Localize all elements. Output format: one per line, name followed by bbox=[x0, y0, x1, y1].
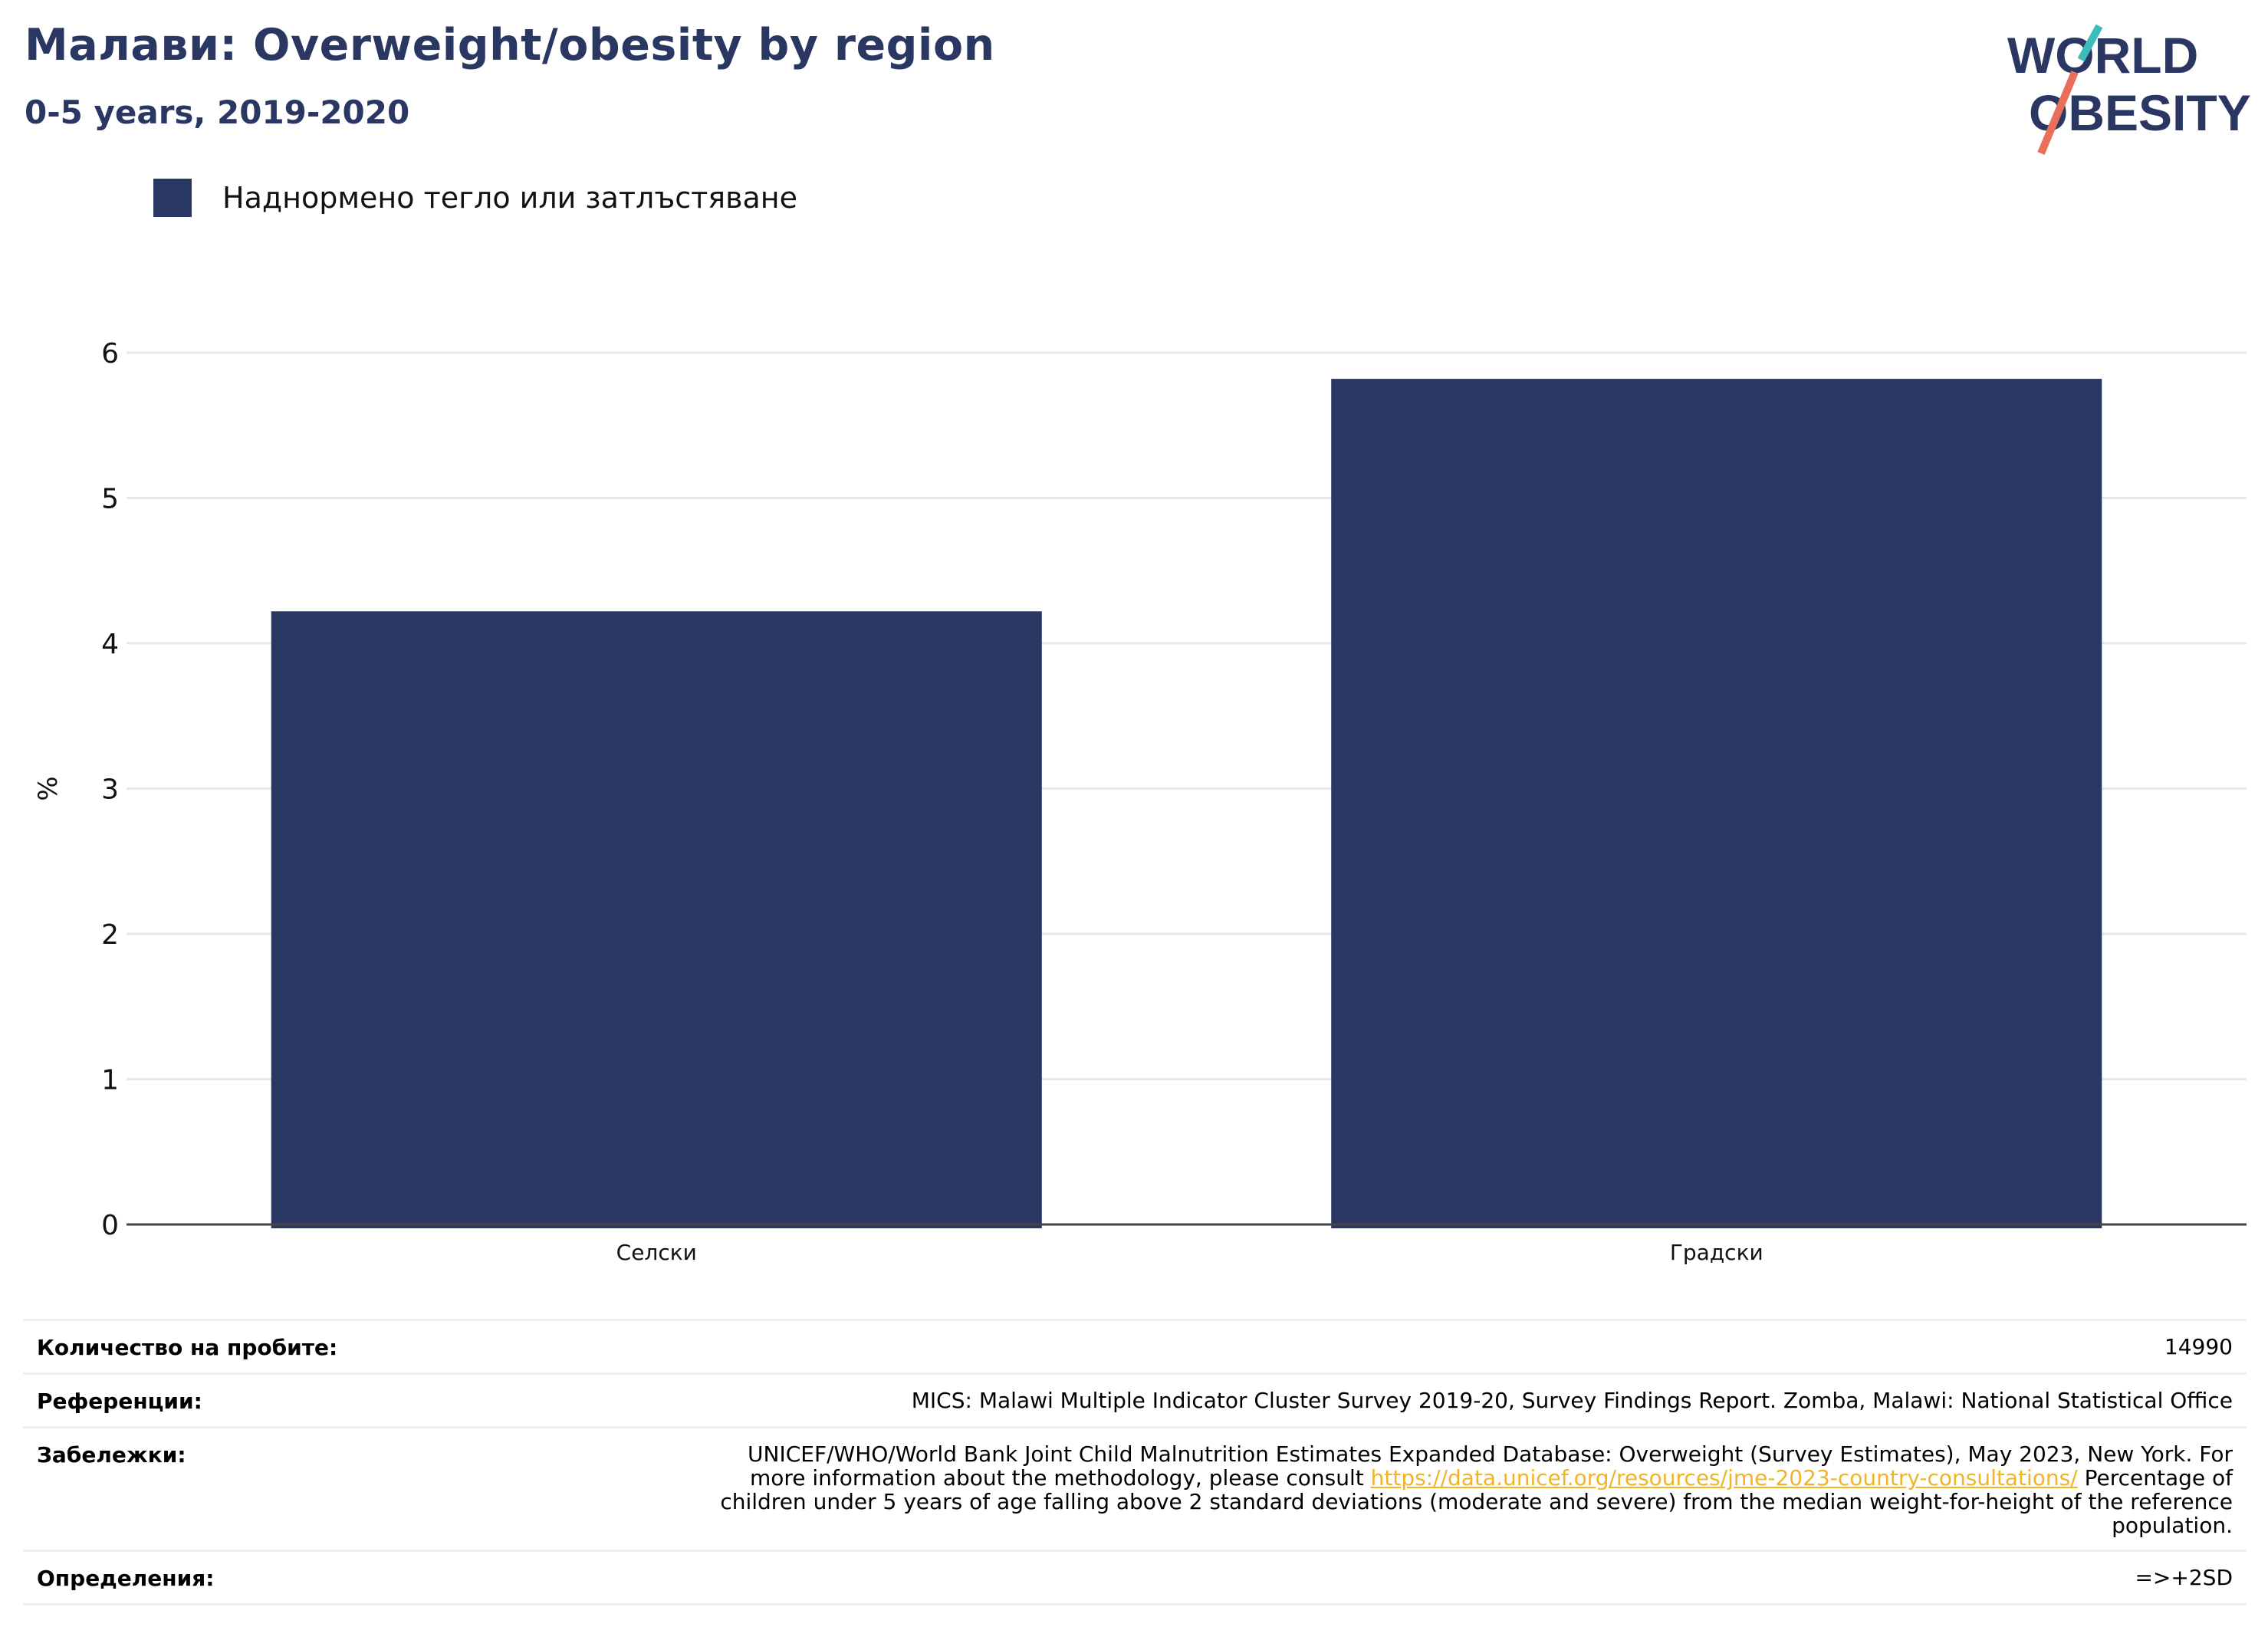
logo-line1: WORLD bbox=[2007, 27, 2198, 84]
chart-legend: Наднормено тегло или затлъстяване bbox=[153, 179, 797, 217]
references-value: MICS: Malawi Multiple Indicator Cluster … bbox=[911, 1388, 2233, 1413]
sample-size-label: Количество на пробите: bbox=[37, 1335, 338, 1360]
x-tick-labels: Селски Градски bbox=[616, 1240, 1763, 1265]
info-row-notes: Забележки: UNICEF/WHO/World Bank Joint C… bbox=[23, 1427, 2247, 1551]
definitions-label: Определения: bbox=[37, 1566, 215, 1591]
notes-line1: UNICEF/WHO/World Bank Joint Child Malnut… bbox=[748, 1441, 2233, 1467]
y-tick-label: 2 bbox=[101, 919, 119, 951]
chart-subtitle: 0-5 years, 2019-2020 bbox=[25, 94, 410, 131]
y-tick-label: 1 bbox=[101, 1065, 119, 1096]
y-tick-labels: 0 1 2 3 4 5 6 bbox=[101, 338, 119, 1241]
y-tick-label: 6 bbox=[101, 338, 119, 370]
notes-line3: children under 5 years of age falling ab… bbox=[720, 1489, 2233, 1514]
world-obesity-logo: WORLD OBESITY bbox=[2007, 24, 2251, 155]
y-tick-label: 5 bbox=[101, 484, 119, 515]
logo-slash-coral bbox=[2037, 71, 2079, 155]
definitions-value: =>+2SD bbox=[2135, 1565, 2233, 1590]
bar bbox=[271, 611, 1042, 1228]
bar-chart: 0 1 2 3 4 5 6 Селски Градски % bbox=[33, 338, 2247, 1265]
legend-label: Наднормено тегло или затлъстяване bbox=[222, 181, 797, 215]
references-label: Референции: bbox=[37, 1389, 202, 1414]
logo-slash-teal bbox=[2077, 24, 2103, 62]
y-tick-label: 3 bbox=[101, 774, 119, 806]
info-row-definitions: Определения: =>+2SD bbox=[23, 1550, 2247, 1605]
info-table: Количество на пробите: 14990 Референции:… bbox=[23, 1319, 2247, 1606]
notes-line4: population. bbox=[2112, 1513, 2233, 1538]
x-tick-label: Селски bbox=[616, 1240, 697, 1265]
y-tick-label: 4 bbox=[101, 629, 119, 660]
notes-line2-post: Percentage of bbox=[2077, 1465, 2233, 1491]
notes-line2-pre: more information about the methodology, … bbox=[749, 1465, 1371, 1491]
y-axis-label: % bbox=[33, 776, 64, 800]
y-tick-label: 0 bbox=[101, 1210, 119, 1241]
notes-label: Забележки: bbox=[37, 1442, 186, 1468]
legend-swatch bbox=[153, 179, 192, 217]
methodology-link[interactable]: https://data.unicef.org/resources/jme-20… bbox=[1370, 1465, 2078, 1491]
info-row-references: Референции: MICS: Malawi Multiple Indica… bbox=[23, 1373, 2247, 1428]
info-row-sample: Количество на пробите: 14990 bbox=[23, 1320, 2247, 1374]
sample-size-value: 14990 bbox=[2164, 1334, 2233, 1359]
notes-value: UNICEF/WHO/World Bank Joint Child Malnut… bbox=[480, 1428, 2247, 1551]
x-tick-label: Градски bbox=[1670, 1240, 1763, 1265]
bars bbox=[271, 379, 2102, 1228]
chart-title: Малави: Overweight/obesity by region bbox=[25, 20, 995, 71]
bar bbox=[1331, 379, 2102, 1228]
